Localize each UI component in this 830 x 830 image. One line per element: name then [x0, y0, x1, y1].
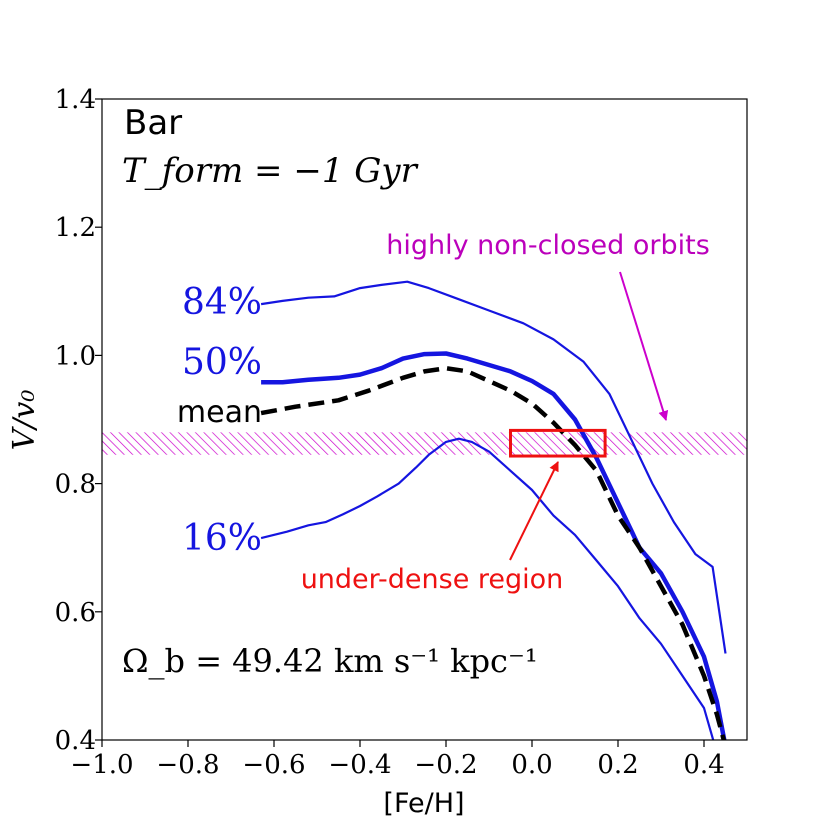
x-axis-label: [Fe/H]: [383, 788, 464, 819]
under-dense-box: [509, 428, 607, 458]
series-label-50: 50%: [182, 342, 262, 383]
series-label-16: 16%: [182, 518, 262, 559]
y-axis-ticks: 0.4 0.6 0.8 1.0 1.2 1.4: [55, 85, 102, 756]
non-closed-label: highly non-closed orbits: [386, 230, 710, 261]
model-label: Bar: [124, 103, 182, 143]
t-form-label: T_form = −1 Gyr: [122, 151, 419, 191]
y-tick-label: 1.4: [55, 85, 96, 115]
series-line-84pct: [260, 280, 727, 654]
non-closed-arrow: [619, 271, 669, 421]
series-line-50pct: [261, 351, 727, 740]
x-tick-label: −0.2: [414, 750, 477, 780]
plot-frame: [101, 98, 748, 741]
series-line-mean: [260, 365, 727, 740]
series-label-84: 84%: [182, 282, 262, 323]
y-tick-label: 0.6: [55, 598, 96, 628]
y-tick-label: 0.4: [55, 726, 96, 756]
x-tick-label: 0.0: [511, 750, 552, 780]
x-tick-label: −0.4: [328, 750, 391, 780]
x-tick-label: −0.8: [156, 750, 219, 780]
y-tick-label: 0.8: [55, 470, 96, 500]
omega-label: Ω_b = 49.42 km s⁻¹ kpc⁻¹: [122, 642, 538, 680]
x-tick-label: −0.6: [242, 750, 305, 780]
y-tick-label: 1.2: [55, 213, 96, 243]
x-tick-label: 0.2: [597, 750, 638, 780]
hatched-band: [102, 432, 747, 455]
y-axis-label: V/v₀: [7, 390, 42, 451]
x-tick-label: 0.4: [683, 750, 724, 780]
x-tick-label: −1.0: [70, 750, 133, 780]
series-line-16pct: [260, 437, 715, 740]
y-tick-label: 1.0: [55, 341, 96, 371]
under-dense-arrow: [509, 461, 559, 561]
series-label-mean: mean: [177, 395, 262, 430]
series-layer: [260, 280, 727, 740]
x-axis-ticks: −1.0 −0.8 −0.6 −0.4 −0.2 0.0 0.2 0.4: [70, 740, 725, 780]
under-dense-label: under-dense region: [301, 564, 564, 595]
